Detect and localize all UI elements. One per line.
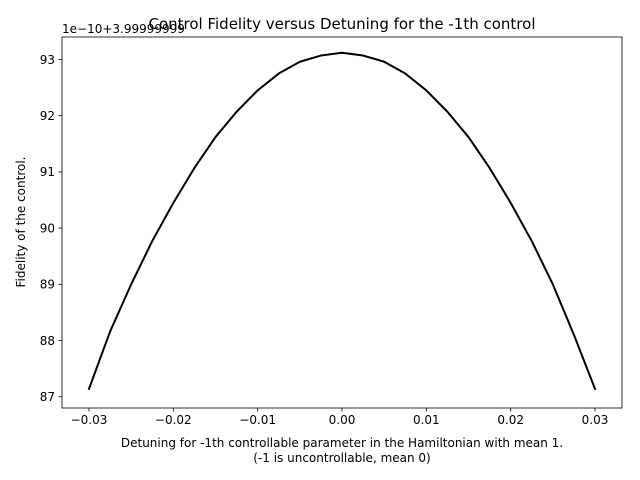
- x-tick-label: −0.01: [239, 413, 276, 427]
- y-axis-label: Fidelity of the control.: [14, 157, 28, 288]
- chart-title: Control Fidelity versus Detuning for the…: [148, 15, 535, 33]
- y-tick-label: 91: [40, 165, 55, 179]
- series-line-0: [87, 51, 597, 391]
- y-tick-label: 88: [40, 334, 55, 348]
- x-tick-label: −0.03: [71, 413, 108, 427]
- axes-frame: [61, 36, 623, 409]
- x-tick-label: 0.01: [413, 413, 440, 427]
- x-tick-label: 0.02: [497, 413, 524, 427]
- plot-area: −0.03 −0.02 −0.01 0.00 0.01 0.02 0.03 87 88 89 90 9…: [40, 36, 623, 427]
- y-tick-label: 87: [40, 390, 55, 404]
- x-axis-label-line1: Detuning for -1th controllable parameter…: [121, 436, 563, 450]
- y-tick-label: 92: [40, 109, 55, 123]
- y-tick-label: 89: [40, 278, 55, 292]
- y-tick-label: 90: [40, 221, 55, 235]
- y-offset-text: 1e−10+3.99999999: [62, 22, 185, 36]
- x-tick-label: −0.02: [155, 413, 192, 427]
- y-tick-label: 93: [40, 53, 55, 67]
- x-tick-label: 0.00: [329, 413, 356, 427]
- x-axis-label-line2: (-1 is uncontrollable, mean 0): [253, 451, 430, 465]
- x-tick-label: 0.03: [582, 413, 609, 427]
